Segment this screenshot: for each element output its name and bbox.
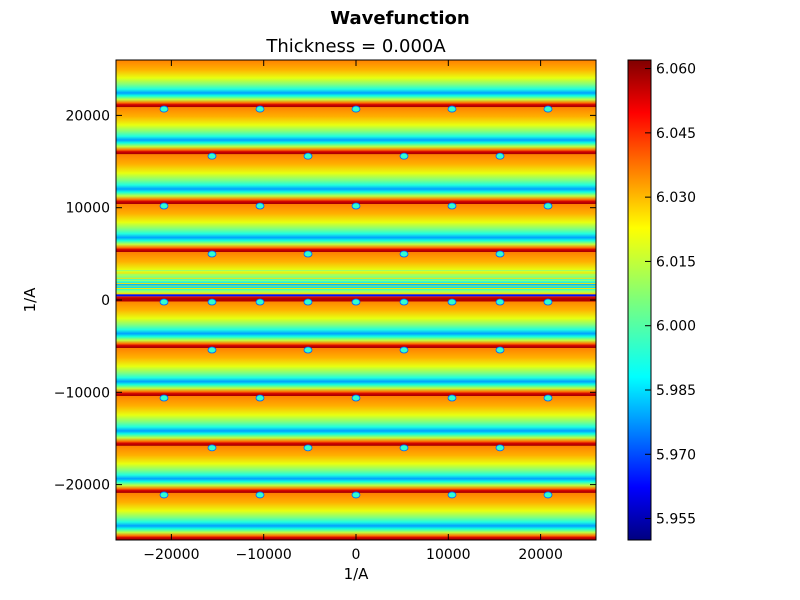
heatmap-band <box>116 396 596 446</box>
heatmap-spot <box>399 298 409 306</box>
heatmap-spot <box>351 105 361 113</box>
heatmap-spot <box>399 152 409 160</box>
colorbar-tick-label: 6.060 <box>656 62 696 78</box>
colorbar-tick-label: 6.045 <box>656 126 696 142</box>
heatmap-band <box>116 204 596 252</box>
x-tick-label: −10000 <box>236 547 292 563</box>
colorbar-tick-label: 5.955 <box>656 512 696 528</box>
heatmap-spot <box>447 394 457 402</box>
heatmap-band <box>116 492 596 540</box>
heatmap-spot <box>159 202 169 210</box>
heatmap-spot <box>207 152 217 160</box>
heatmap-spot <box>399 346 409 354</box>
heatmap-spot <box>255 491 265 499</box>
heatmap-spot <box>255 298 265 306</box>
heatmap-area <box>116 60 596 540</box>
heatmap-band <box>116 107 596 155</box>
heatmap-spot <box>159 491 169 499</box>
colorbar-tick-label: 6.000 <box>656 319 696 335</box>
colorbar-tick-label: 5.985 <box>656 383 696 399</box>
heatmap-spot <box>447 491 457 499</box>
heatmap-spot <box>303 250 313 258</box>
heatmap-spot <box>447 298 457 306</box>
heatmap-spot <box>303 444 313 452</box>
heatmap-spot <box>255 394 265 402</box>
x-tick-label: 10000 <box>426 547 471 563</box>
heatmap-band <box>116 60 596 108</box>
heatmap-spot <box>255 202 265 210</box>
heatmap-spot <box>543 491 553 499</box>
heatmap-band <box>116 154 596 204</box>
colorbar-tick-label: 6.030 <box>656 190 696 206</box>
colorbar <box>627 59 652 541</box>
y-tick-label: 20000 <box>65 108 110 124</box>
y-tick-label: 0 <box>101 293 110 309</box>
heatmap-spot <box>351 298 361 306</box>
y-tick-label: −20000 <box>54 478 110 494</box>
heatmap-spot <box>207 250 217 258</box>
heatmap-spot <box>495 346 505 354</box>
heatmap-spot <box>543 394 553 402</box>
y-axis-label: 1/A <box>21 287 39 313</box>
heatmap-spot <box>159 394 169 402</box>
heatmap-spot <box>447 202 457 210</box>
x-tick-label: 20000 <box>518 547 563 563</box>
heatmap-spot <box>207 298 217 306</box>
heatmap-spot <box>207 444 217 452</box>
heatmap-spot <box>495 444 505 452</box>
x-tick-label: −20000 <box>143 547 199 563</box>
heatmap-spot <box>543 202 553 210</box>
heatmap-spot <box>399 444 409 452</box>
heatmap-spot <box>447 105 457 113</box>
x-axis-label: 1/A <box>344 565 370 583</box>
heatmap-band <box>116 300 596 348</box>
y-tick-label: −10000 <box>54 385 110 401</box>
colorbar-tick-label: 6.015 <box>656 254 696 270</box>
heatmap-spot <box>351 394 361 402</box>
heatmap-band <box>116 445 596 493</box>
heatmap-spot <box>495 152 505 160</box>
heatmap-spot <box>399 250 409 258</box>
heatmap-band <box>116 348 596 396</box>
x-tick-label: 0 <box>352 547 361 563</box>
heatmap-spot <box>495 250 505 258</box>
heatmap-spot <box>543 105 553 113</box>
y-tick-label: 10000 <box>65 201 110 217</box>
chart-suptitle: Wavefunction <box>330 8 470 29</box>
heatmap-spot <box>351 491 361 499</box>
heatmap-spot <box>303 298 313 306</box>
chart-title: Thickness = 0.000A <box>265 36 446 57</box>
heatmap-spot <box>303 346 313 354</box>
heatmap-spot <box>159 298 169 306</box>
heatmap-spot <box>159 105 169 113</box>
heatmap-spot <box>495 298 505 306</box>
heatmap-spot <box>207 346 217 354</box>
colorbar-tick-label: 5.970 <box>656 447 696 463</box>
heatmap-spot <box>255 105 265 113</box>
heatmap-spot <box>543 298 553 306</box>
heatmap-spot <box>351 202 361 210</box>
heatmap-spot <box>303 152 313 160</box>
